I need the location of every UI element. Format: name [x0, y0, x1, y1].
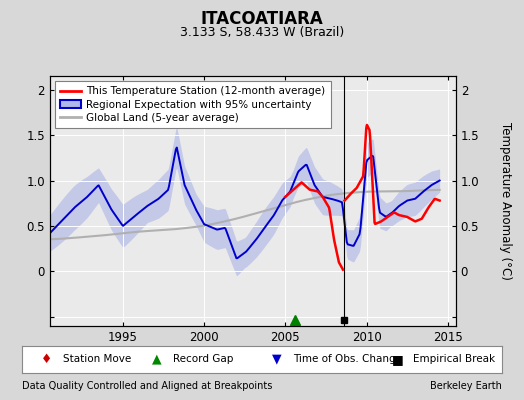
- Text: 3.133 S, 58.433 W (Brazil): 3.133 S, 58.433 W (Brazil): [180, 26, 344, 39]
- Text: Data Quality Controlled and Aligned at Breakpoints: Data Quality Controlled and Aligned at B…: [22, 381, 272, 391]
- Text: Time of Obs. Change: Time of Obs. Change: [293, 354, 402, 364]
- Text: ▲: ▲: [151, 353, 161, 366]
- Text: ITACOATIARA: ITACOATIARA: [201, 10, 323, 28]
- Text: Empirical Break: Empirical Break: [413, 354, 495, 364]
- Text: Record Gap: Record Gap: [173, 354, 234, 364]
- Text: ♦: ♦: [41, 353, 52, 366]
- Text: Berkeley Earth: Berkeley Earth: [430, 381, 502, 391]
- Text: ▼: ▼: [271, 353, 281, 366]
- Y-axis label: Temperature Anomaly (°C): Temperature Anomaly (°C): [499, 122, 512, 280]
- Text: Station Move: Station Move: [63, 354, 131, 364]
- Text: ■: ■: [391, 353, 403, 366]
- Legend: This Temperature Station (12-month average), Regional Expectation with 95% uncer: This Temperature Station (12-month avera…: [55, 81, 331, 128]
